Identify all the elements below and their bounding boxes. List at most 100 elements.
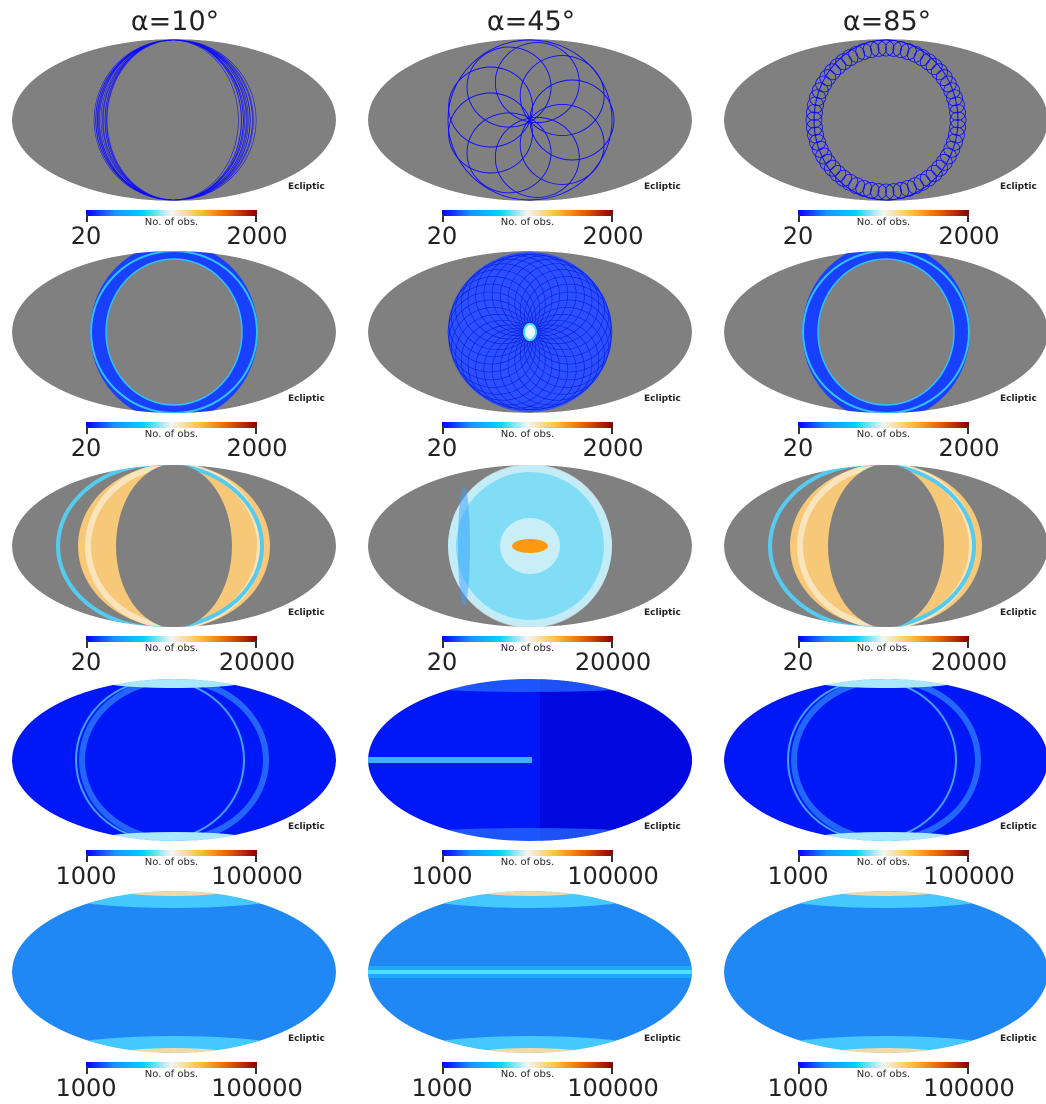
colorbar-max-label: 100000 (567, 1074, 659, 1102)
coord-label: Ecliptic (1000, 822, 1037, 832)
colorbar-min-label: 1000 (55, 1074, 116, 1102)
colorbar-max-label: 20000 (575, 648, 651, 676)
colorbar-tick (255, 854, 257, 862)
mollweide-map (722, 678, 1046, 844)
sky-background (724, 39, 1046, 201)
mollweide-map (366, 890, 694, 1056)
sky-background (12, 251, 336, 413)
colorbar-min-label: 1000 (55, 862, 116, 890)
colorbar-tick (255, 1066, 257, 1074)
colorbar-tick (442, 214, 444, 222)
coord-label: Ecliptic (288, 1034, 325, 1044)
colorbar-max-label: 2000 (582, 434, 643, 462)
colorbar-tick (86, 640, 88, 648)
skymap-panel-r3-c1: Ecliptic No. of obs. 1000 100000 (366, 678, 706, 890)
coord-label: Ecliptic (644, 394, 681, 404)
coord-label: Ecliptic (1000, 394, 1037, 404)
mollweide-map (722, 38, 1046, 204)
coord-label: Ecliptic (288, 394, 325, 404)
colorbar (442, 1062, 613, 1068)
skymap-panel-r4-c2: Ecliptic No. of obs. 1000 100000 (722, 890, 1046, 1102)
column-title-0: α=10° (10, 6, 340, 37)
colorbar (442, 850, 613, 856)
sky-coverage (12, 679, 336, 841)
colorbar (86, 850, 257, 856)
colorbar-tick (798, 640, 800, 648)
colorbar-tick (611, 1066, 613, 1074)
colorbar-tick (86, 854, 88, 862)
column-title-2: α=85° (722, 6, 1046, 37)
colorbar-min-label: 20 (427, 434, 458, 462)
mollweide-map (366, 464, 694, 630)
colorbar-tick (798, 854, 800, 862)
colorbar-min-label: 20 (783, 648, 814, 676)
colorbar-min-label: 20 (427, 222, 458, 250)
colorbar (86, 1062, 257, 1068)
gap-hole (828, 464, 944, 628)
colorbar-tick (86, 214, 88, 222)
colorbar-tick (442, 1066, 444, 1074)
coord-label: Ecliptic (288, 182, 325, 192)
mollweide-map (10, 250, 338, 416)
colorbar-tick (442, 640, 444, 648)
pole-cap (390, 678, 670, 692)
colorbar-tick (255, 214, 257, 222)
colorbar-max-label: 20000 (219, 648, 295, 676)
column-title-1: α=45° (366, 6, 696, 37)
colorbar-max-label: 100000 (923, 862, 1015, 890)
coord-label: Ecliptic (1000, 608, 1037, 618)
mollweide-map (366, 250, 694, 416)
colorbar-tick (967, 640, 969, 648)
colorbar-max-label: 100000 (923, 1074, 1015, 1102)
colorbar (798, 850, 969, 856)
colorbar-max-label: 100000 (211, 862, 303, 890)
mollweide-map (10, 890, 338, 1056)
coord-label: Ecliptic (644, 1034, 681, 1044)
colorbar-min-label: 1000 (411, 862, 472, 890)
sky-background (724, 251, 1046, 413)
colorbar-max-label: 2000 (938, 222, 999, 250)
colorbar-tick (798, 1066, 800, 1074)
colorbar-tick (798, 214, 800, 222)
coord-label: Ecliptic (288, 822, 325, 832)
colorbar (86, 210, 257, 216)
colorbar (798, 1062, 969, 1068)
colorbar (442, 210, 613, 216)
colorbar-max-label: 2000 (226, 434, 287, 462)
colorbar-tick (86, 1066, 88, 1074)
coord-label: Ecliptic (644, 182, 681, 192)
colorbar-max-label: 100000 (211, 1074, 303, 1102)
mollweide-map (366, 38, 694, 204)
ecliptic-stripe (366, 757, 532, 763)
coord-label: Ecliptic (1000, 182, 1037, 192)
colorbar-min-label: 1000 (767, 862, 828, 890)
colorbar (798, 422, 969, 428)
skymap-panel-r4-c0: Ecliptic No. of obs. 1000 100000 (10, 890, 350, 1102)
colorbar (798, 210, 969, 216)
mollweide-map (722, 250, 1046, 416)
colorbar-max-label: 2000 (226, 222, 287, 250)
colorbar-min-label: 20 (71, 648, 102, 676)
colorbar-tick (611, 640, 613, 648)
colorbar-min-label: 20 (783, 222, 814, 250)
colorbar-tick (255, 640, 257, 648)
coord-label: Ecliptic (1000, 1034, 1037, 1044)
colorbar-min-label: 1000 (411, 1074, 472, 1102)
colorbar (442, 422, 613, 428)
coord-label: Ecliptic (288, 608, 325, 618)
mollweide-map (722, 464, 1046, 630)
skymap-panel-r0-c1: Ecliptic No. of obs. 20 2000 (366, 38, 706, 250)
skymap-panel-r1-c0: Ecliptic No. of obs. 20 2000 (10, 250, 350, 462)
colorbar-min-label: 20 (427, 648, 458, 676)
colorbar (442, 636, 613, 642)
skymap-panel-r4-c1: Ecliptic No. of obs. 1000 100000 (366, 890, 706, 1102)
colorbar-max-label: 100000 (567, 862, 659, 890)
colorbar-tick (967, 426, 969, 434)
colorbar-max-label: 2000 (582, 222, 643, 250)
colorbar-tick (611, 214, 613, 222)
colorbar-max-label: 20000 (931, 648, 1007, 676)
colorbar-min-label: 20 (71, 222, 102, 250)
edge-band (458, 486, 470, 606)
gap-hole (116, 464, 232, 628)
